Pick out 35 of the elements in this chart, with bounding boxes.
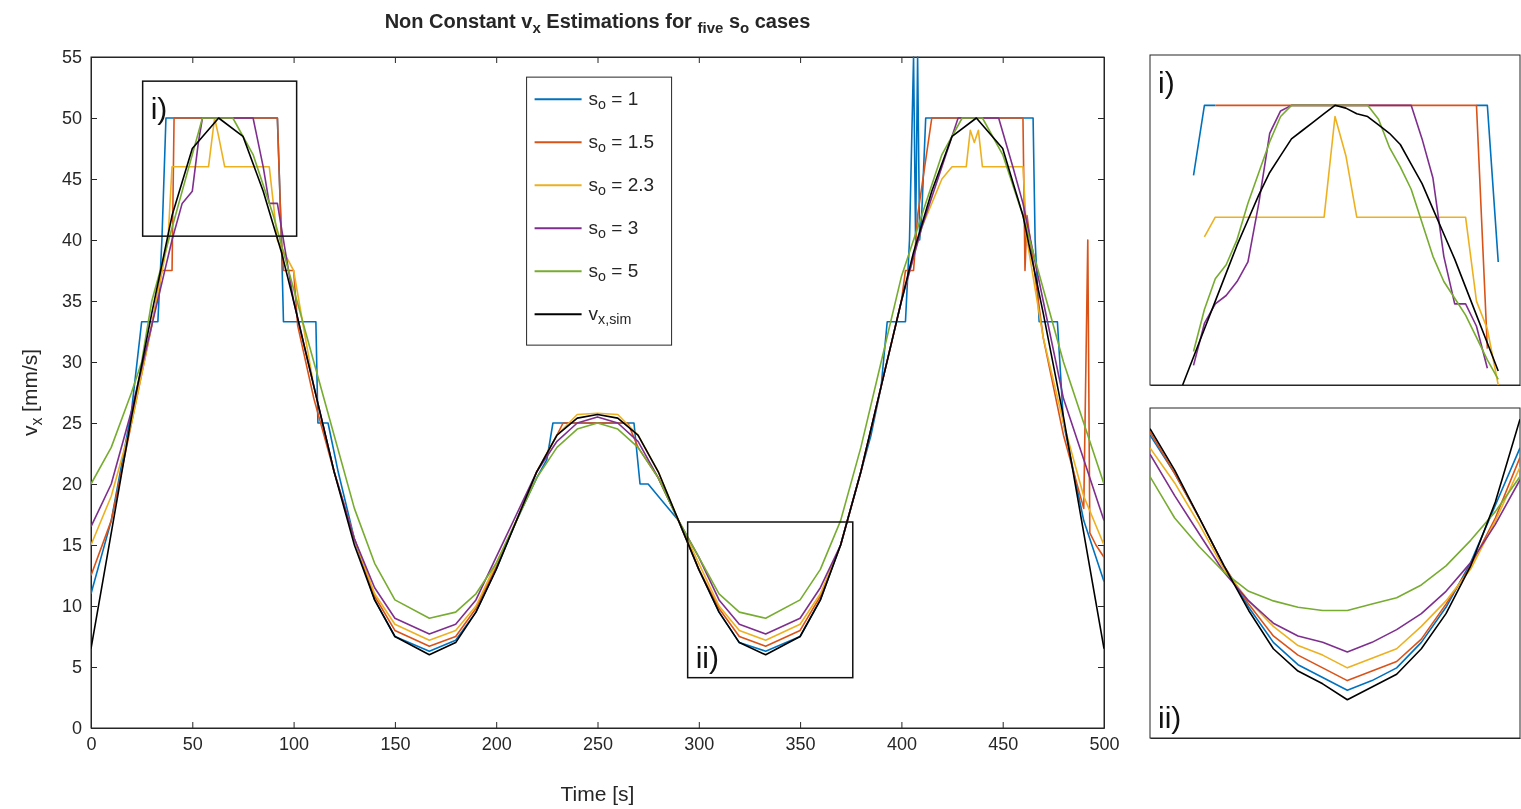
y-tick-label: 5	[71, 657, 82, 678]
x-tick-label: 350	[785, 733, 816, 754]
annotation: ii)	[695, 640, 719, 674]
x-tick-label: 500	[1089, 733, 1120, 754]
y-tick-label: 0	[71, 718, 82, 739]
legend-label: s$_{o}$ = 2.3	[588, 174, 655, 199]
legend-label: s$_{o}$ = 3	[588, 217, 639, 242]
y-tick-label: 10	[61, 596, 82, 617]
y-tick-label: 40	[61, 230, 82, 251]
text: i)	[1158, 66, 1175, 99]
chart-title: Non Constant v$_{x}$ Estimations for $_{five}$ s$_{o}$ cases	[384, 10, 811, 36]
x-tick-label: 250	[582, 733, 614, 754]
y-tick-label: 45	[61, 169, 82, 190]
legend-label: s$_{o}$ = 5	[588, 260, 639, 285]
x-tick-label: 100	[279, 733, 310, 754]
annotation: i)	[150, 92, 168, 126]
y-tick-label: 35	[61, 291, 82, 312]
y-tick-label: 15	[61, 535, 82, 556]
x-tick-label: 450	[988, 733, 1019, 754]
y-tick-label: 20	[61, 474, 82, 495]
y-tick-label: 30	[61, 352, 82, 373]
annotation: ii)	[1158, 701, 1182, 734]
legend-label: s$_{o}$ = 1	[588, 88, 639, 113]
x-tick-label: 300	[684, 733, 715, 754]
y-tick-label: 50	[61, 108, 82, 129]
y-tick-label: 25	[61, 413, 82, 434]
x-tick-label: 50	[182, 733, 203, 754]
x-axis-title: Time [s]	[560, 782, 635, 805]
x-tick-label: 150	[380, 733, 411, 754]
legend-label: s$_{o}$ = 1.5	[588, 131, 655, 156]
x-tick-label: 200	[481, 733, 512, 754]
legend-label: v$_{x,sim}$	[588, 303, 632, 328]
x-tick-label: 400	[886, 733, 917, 754]
x-tick-label: 0	[86, 733, 97, 754]
y-tick-label: 55	[61, 47, 82, 68]
